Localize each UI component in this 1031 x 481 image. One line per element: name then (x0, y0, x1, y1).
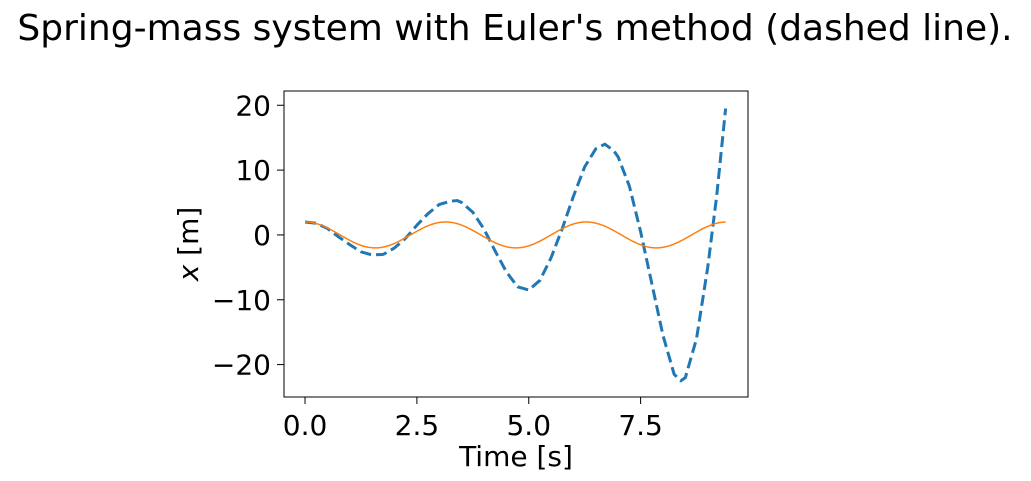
y-axis-label-symbol: x (172, 264, 205, 282)
y-tick-label: 10 (235, 154, 271, 187)
x-tick-label: 5.0 (506, 409, 551, 442)
axes-frame (283, 90, 749, 398)
y-axis-label-unit: [m] (172, 207, 205, 256)
y-axis: 20 10 0 −10 −20 (212, 89, 284, 382)
y-tick-label: 20 (235, 89, 271, 122)
y-tick-label: 0 (253, 219, 271, 252)
x-tick-label: 0.0 (283, 409, 328, 442)
y-tick-label: −10 (212, 284, 271, 317)
y-axis-label: x [m] (172, 207, 205, 283)
x-axis-label: Time [s] (458, 440, 573, 473)
x-tick-label: 7.5 (618, 409, 663, 442)
plot-area (304, 108, 728, 383)
exact-series-line (305, 221, 726, 249)
euler-series-line (304, 108, 728, 383)
x-tick-label: 2.5 (395, 409, 440, 442)
x-axis: 0.0 2.5 5.0 7.5 (283, 397, 663, 442)
chart-title: Spring-mass system with Euler's method (… (17, 8, 1012, 49)
y-tick-label: −20 (212, 349, 271, 382)
